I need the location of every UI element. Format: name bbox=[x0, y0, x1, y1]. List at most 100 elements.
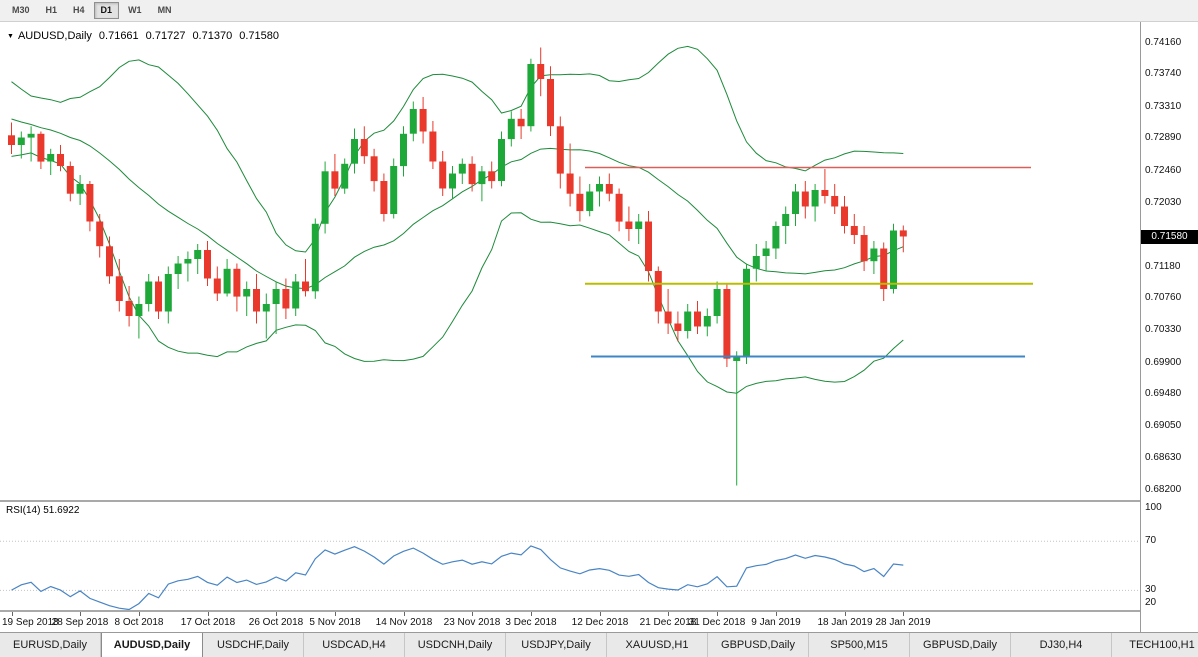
candle-body bbox=[400, 133, 407, 167]
time-axis-tick bbox=[668, 612, 669, 616]
candle-body bbox=[66, 166, 74, 194]
time-axis-label: 18 Jan 2019 bbox=[817, 617, 873, 628]
price-axis-label: 0.71180 bbox=[1145, 261, 1181, 272]
candle-body bbox=[439, 161, 447, 189]
candle-body bbox=[174, 263, 182, 274]
candle-body bbox=[468, 163, 476, 185]
candle-body bbox=[272, 289, 280, 304]
time-axis-label: 8 Oct 2018 bbox=[114, 617, 164, 628]
rsi-axis-label: 20 bbox=[1145, 597, 1157, 608]
timeframe-toolbar: M30 H1 H4 D1 W1 MN bbox=[0, 0, 1198, 22]
chart-tab-usdchf-daily[interactable]: USDCHF,Daily bbox=[203, 633, 304, 657]
chart-tab-sp500-m15[interactable]: SP500,M15 bbox=[809, 633, 910, 657]
time-axis-label: 31 Dec 2018 bbox=[688, 617, 746, 628]
timeframe-button-h1[interactable]: H1 bbox=[45, 5, 58, 15]
bollinger-bands bbox=[11, 45, 904, 394]
candle-body bbox=[537, 64, 545, 79]
time-axis-label: 23 Nov 2018 bbox=[443, 617, 501, 628]
timeframe-button-w1[interactable]: W1 bbox=[128, 5, 142, 15]
panel-splitter[interactable] bbox=[0, 500, 1198, 502]
candle-body bbox=[899, 230, 907, 237]
rsi-axis-label: 30 bbox=[1145, 584, 1157, 595]
chart-window: ▼ AUDUSD,Daily 0.71661 0.71727 0.71370 0… bbox=[0, 22, 1198, 632]
chart-tab-xauusd-h1[interactable]: XAUUSD,H1 bbox=[607, 633, 708, 657]
candle-body bbox=[311, 223, 319, 292]
candle-body bbox=[57, 154, 64, 166]
time-axis[interactable]: 19 Sep 2018 28 Sep 2018 8 Oct 2018 17 Oct 2… bbox=[0, 612, 1140, 632]
chart-tab-tech100-h1[interactable]: TECH100,H1 bbox=[1112, 633, 1198, 657]
chart-tab-usdcnh-daily[interactable]: USDCNH,Daily bbox=[405, 633, 506, 657]
bollinger-middle-band bbox=[11, 118, 904, 290]
bollinger-upper-band bbox=[11, 45, 904, 253]
price-axis-label: 0.74160 bbox=[1145, 37, 1182, 48]
candles bbox=[8, 47, 907, 486]
candle-body bbox=[292, 281, 300, 309]
candle-body bbox=[733, 356, 741, 361]
timeframe-button-d1[interactable]: D1 bbox=[93, 2, 120, 19]
chart-tab-gbpusd-daily[interactable]: GBPUSD,Daily bbox=[910, 633, 1011, 657]
price-axis-label: 0.70760 bbox=[1145, 292, 1182, 303]
candle-body bbox=[204, 250, 211, 279]
candle-body bbox=[458, 163, 466, 174]
chart-tab-audusd-daily[interactable]: AUDUSD,Daily bbox=[101, 633, 203, 657]
price-axis-label: 0.68630 bbox=[1145, 452, 1182, 463]
panel-splitter[interactable] bbox=[0, 610, 1198, 612]
time-axis-label: 5 Nov 2018 bbox=[309, 617, 361, 628]
time-axis-tick bbox=[600, 612, 601, 616]
candle-body bbox=[106, 246, 113, 277]
chart-tab-dj30-h4[interactable]: DJ30,H4 bbox=[1011, 633, 1112, 657]
candle-body bbox=[47, 154, 55, 162]
price-axis[interactable]: 0.71580 0.74160 0.73740 0.73310 0.72890 0.72… bbox=[1140, 22, 1198, 632]
main-chart[interactable] bbox=[0, 22, 1140, 500]
time-axis-label: 19 Sep 2018 bbox=[2, 617, 59, 628]
time-axis-tick bbox=[12, 612, 13, 616]
candle-body bbox=[331, 171, 339, 189]
price-axis-label: 0.69050 bbox=[1145, 420, 1182, 431]
price-axis-label: 0.73740 bbox=[1145, 68, 1182, 79]
time-axis-tick bbox=[531, 612, 532, 616]
candle-body bbox=[772, 226, 780, 249]
ohlc-high: 0.71727 bbox=[145, 30, 186, 42]
candle-body bbox=[517, 118, 525, 127]
candle-body bbox=[556, 126, 564, 174]
candle-body bbox=[615, 193, 623, 222]
chart-tab-eurusd-daily[interactable]: EURUSD,Daily bbox=[0, 633, 101, 657]
candle-body bbox=[253, 289, 260, 312]
ohlc-low: 0.71370 bbox=[192, 30, 233, 42]
candle-body bbox=[625, 221, 633, 229]
chart-tab-gbpusd-daily[interactable]: GBPUSD,Daily bbox=[708, 633, 809, 657]
candle-body bbox=[390, 166, 398, 214]
time-axis-tick bbox=[139, 612, 140, 616]
candle-body bbox=[547, 79, 554, 127]
time-axis-tick bbox=[845, 612, 846, 616]
candle-body bbox=[684, 311, 692, 331]
chart-tab-usdcad-h4[interactable]: USDCAD,H4 bbox=[304, 633, 405, 657]
candle-body bbox=[341, 163, 349, 189]
timeframe-button-mn[interactable]: MN bbox=[157, 5, 172, 15]
candle-body bbox=[27, 133, 35, 138]
candle-body bbox=[370, 156, 378, 182]
time-axis-label: 21 Dec 2018 bbox=[639, 617, 697, 628]
candle-body bbox=[792, 191, 799, 214]
candle-body bbox=[380, 181, 388, 214]
candle-body bbox=[890, 230, 897, 289]
timeframe-button-m30[interactable]: M30 bbox=[12, 5, 30, 15]
time-axis-tick bbox=[80, 612, 81, 616]
timeframe-button-h4[interactable]: H4 bbox=[73, 5, 85, 15]
candle-body bbox=[723, 289, 731, 359]
candle-body bbox=[17, 137, 25, 145]
symbol-marker-icon: ▼ bbox=[7, 32, 14, 40]
candle-body bbox=[351, 139, 358, 164]
time-axis-label: 26 Oct 2018 bbox=[248, 617, 304, 628]
candle-body bbox=[282, 289, 290, 309]
time-axis-tick bbox=[404, 612, 405, 616]
candle-body bbox=[703, 316, 711, 327]
candle-body bbox=[811, 190, 819, 207]
candle-body bbox=[586, 191, 594, 211]
candle-body bbox=[596, 184, 603, 192]
chart-tab-usdjpy-daily[interactable]: USDJPY,Daily bbox=[506, 633, 607, 657]
time-axis-tick bbox=[208, 612, 209, 616]
time-axis-label: 3 Dec 2018 bbox=[505, 617, 557, 628]
candle-body bbox=[135, 304, 143, 316]
rsi-panel[interactable] bbox=[0, 502, 1140, 610]
